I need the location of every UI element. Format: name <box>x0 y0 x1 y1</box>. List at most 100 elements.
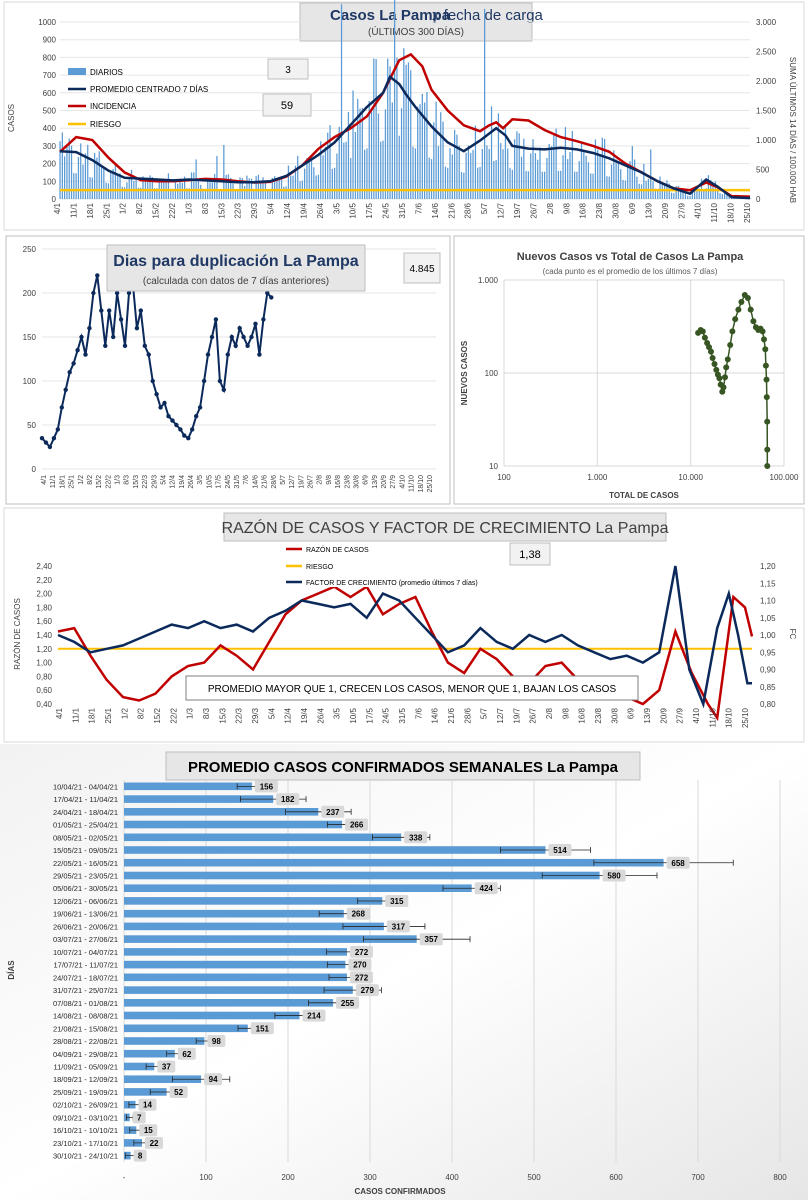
duplicacion-value: 4.845 <box>409 264 434 275</box>
scatter-point <box>764 418 771 425</box>
daily-bar <box>460 172 463 199</box>
daily-bar <box>479 166 481 199</box>
data-label-bg <box>177 1047 196 1060</box>
daily-bar <box>486 145 488 199</box>
duplicacion-point <box>261 317 266 322</box>
daily-bar <box>430 159 433 199</box>
daily-bar <box>673 193 675 199</box>
casos-y2-ticks: 0 500 1.000 1.500 2.000 2.500 3.000 <box>756 18 777 204</box>
data-label-bg <box>139 1124 158 1137</box>
x-tick-label: 27/9 <box>390 475 397 489</box>
daily-bar <box>223 145 225 199</box>
x-tick-label: 28/6 <box>463 707 472 723</box>
y-tick-label: 2,20 <box>36 576 52 585</box>
daily-bar <box>721 194 723 199</box>
x-tick-label: 10/5 <box>349 707 358 723</box>
daily-bar <box>539 147 541 199</box>
data-label-bg <box>254 780 278 793</box>
y2-tick-label: 1,20 <box>760 562 776 571</box>
x-tick-label: 21/6 <box>262 475 269 489</box>
y2-tick-label: 1,15 <box>760 579 776 588</box>
daily-bar <box>599 154 601 199</box>
x-tick-label: 9/8 <box>561 707 570 719</box>
daily-bar <box>647 178 650 199</box>
razon-y-ticks: 0,40 0,60 0,80 1,00 1,20 1,40 1,60 1,80 2,00 2,20… <box>36 562 52 709</box>
category-label: 17/07/21 - 11/07/21 <box>54 961 119 970</box>
daily-bar <box>377 113 380 199</box>
razon-title: RAZÓN DE CASOS Y FACTOR DE CRECIMIENTO L… <box>222 518 669 537</box>
daily-bar <box>689 196 691 199</box>
x-tick-label: 11/1 <box>50 475 57 488</box>
duplicacion-point <box>63 387 68 392</box>
bar <box>124 986 353 994</box>
x-tick-label: 6/9 <box>628 202 637 214</box>
daily-bar <box>682 191 684 199</box>
daily-bar <box>119 173 121 199</box>
x-tick-label: 300 <box>363 1173 377 1182</box>
x-tick-label: 15/2 <box>153 707 162 723</box>
x-tick-label: 11/10 <box>708 707 717 727</box>
daily-bar <box>705 188 707 199</box>
y-tick-label: 800 <box>43 53 57 62</box>
y-tick-label: 10 <box>489 462 498 471</box>
x-tick-label: 3/5 <box>333 707 342 719</box>
y-tick-label: 1,80 <box>36 603 52 612</box>
daily-bar <box>394 0 396 200</box>
scatter-point <box>738 299 745 305</box>
legend-razon-label: RAZÓN DE CASOS <box>306 545 369 554</box>
data-label-bg <box>132 1111 146 1124</box>
x-tick-label: 2/8 <box>317 475 324 485</box>
category-label: 01/05/21 - 25/04/21 <box>53 821 118 830</box>
daily-bar <box>520 156 523 199</box>
daily-bar <box>216 155 218 199</box>
daily-bar <box>601 137 603 199</box>
bar <box>124 1088 167 1096</box>
daily-bar <box>435 101 437 199</box>
x-tick-label: 4/1 <box>41 475 48 485</box>
duplicacion-point <box>51 436 57 441</box>
y2-tick-label: 1,00 <box>760 631 776 640</box>
category-label: 05/06/21 - 30/05/21 <box>53 884 118 893</box>
x-tick-label: 24/5 <box>382 202 391 218</box>
daily-bar <box>440 112 442 199</box>
daily-bar <box>472 149 474 199</box>
nuevos-x-axis-label: TOTAL DE CASOS <box>609 491 679 500</box>
x-tick-label: 10/5 <box>349 202 358 218</box>
y-tick-label: 200 <box>23 289 37 298</box>
daily-bar <box>456 134 458 199</box>
x-tick-label: 29/3 <box>251 707 260 723</box>
data-label-bg <box>207 1035 226 1047</box>
daily-bar <box>610 164 613 199</box>
data-label-bg <box>133 1149 147 1162</box>
x-tick-label: 400 <box>445 1173 459 1182</box>
panel-nuevos-frame <box>453 235 805 505</box>
daily-bar <box>269 189 271 199</box>
daily-bar <box>488 148 490 199</box>
daily-bar <box>370 111 373 199</box>
daily-bar <box>694 186 696 199</box>
casos-x-ticks: 4/1 11/1 18/1 25/1 1/2 8/2 15/2 22/2 1/3 8/3 15/3 2… <box>53 202 752 223</box>
legend-fc-label: FACTOR DE CRECIMIENTO (promedio últimos … <box>306 580 478 587</box>
daily-bar <box>237 189 239 199</box>
daily-bar <box>255 176 257 199</box>
daily-bar <box>227 174 230 199</box>
daily-bar <box>140 187 142 199</box>
bar <box>124 1049 175 1058</box>
daily-bar <box>516 131 518 199</box>
daily-bar <box>419 104 421 199</box>
daily-bar <box>664 184 666 199</box>
category-label: 10/07/21 - 04/07/21 <box>53 948 118 957</box>
x-tick-label: 17/5 <box>216 475 223 489</box>
y2-tick-label: 1.500 <box>756 107 777 116</box>
daily-bar <box>477 167 479 199</box>
daily-bar <box>576 171 578 199</box>
duplicacion-point <box>190 427 195 432</box>
duplicacion-point <box>225 352 230 357</box>
y-tick-label: 0 <box>52 195 57 204</box>
scatter-point <box>716 375 723 382</box>
bar <box>124 960 346 969</box>
category-label: 31/07/21 - 25/07/21 <box>53 986 118 995</box>
data-label: 272 <box>355 973 369 982</box>
daily-bar <box>292 175 294 199</box>
x-tick-label: 22/2 <box>105 475 112 489</box>
